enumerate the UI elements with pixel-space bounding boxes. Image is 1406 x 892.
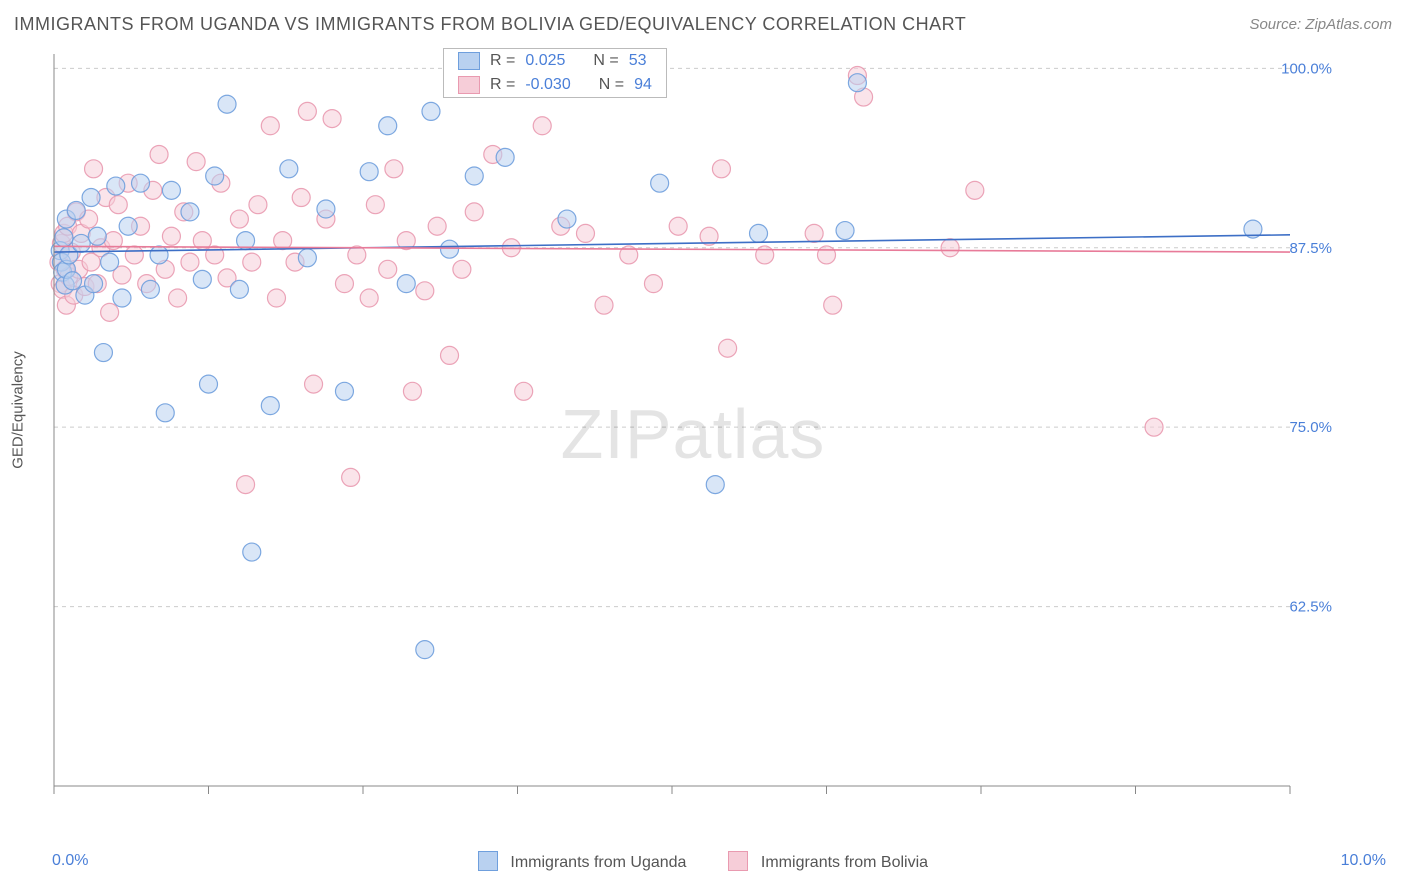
legend-row-uganda: R = 0.025 N = 53 [444, 49, 666, 73]
bottom-legend-item-uganda: Immigrants from Uganda [478, 851, 687, 872]
bottom-legend-item-bolivia: Immigrants from Bolivia [728, 851, 928, 872]
legend-n-label: N = [593, 52, 618, 70]
legend-swatch-uganda [458, 52, 480, 70]
legend-row-bolivia: R = -0.030 N = 94 [444, 73, 666, 97]
svg-text:62.5%: 62.5% [1289, 599, 1332, 616]
svg-text:87.5%: 87.5% [1289, 240, 1332, 257]
correlation-legend-box: R = 0.025 N = 53 R = -0.030 N = 94 [443, 48, 667, 98]
header: IMMIGRANTS FROM UGANDA VS IMMIGRANTS FRO… [14, 14, 1392, 35]
bottom-legend-label-uganda: Immigrants from Uganda [510, 854, 686, 871]
bottom-legend-label-bolivia: Immigrants from Bolivia [761, 854, 928, 871]
y-axis-title: GED/Equivalency [10, 351, 27, 469]
legend-r-bolivia: -0.030 [525, 76, 570, 94]
legend-r-label: R = [490, 76, 515, 94]
legend-r-label: R = [490, 52, 515, 70]
legend-n-uganda: 53 [629, 52, 647, 70]
bottom-legend: Immigrants from Uganda Immigrants from B… [0, 851, 1406, 872]
legend-n-label: N = [599, 76, 624, 94]
legend-swatch-bolivia [458, 76, 480, 94]
legend-swatch-uganda-icon [478, 851, 498, 871]
legend-n-bolivia: 94 [634, 76, 652, 94]
legend-swatch-bolivia-icon [728, 851, 748, 871]
svg-text:100.0%: 100.0% [1281, 60, 1332, 77]
scatter-chart-svg: ZIPatlas 62.5% 75.0% 87.5% 100.0% [48, 48, 1338, 806]
chart-title: IMMIGRANTS FROM UGANDA VS IMMIGRANTS FRO… [14, 14, 966, 35]
svg-text:75.0%: 75.0% [1289, 419, 1332, 436]
chart-source: Source: ZipAtlas.com [1249, 16, 1392, 33]
legend-r-uganda: 0.025 [525, 52, 565, 70]
plot-area: ZIPatlas 62.5% 75.0% 87.5% 100.0% R = 0.025… [48, 48, 1338, 806]
watermark: ZIPatlas [561, 395, 826, 473]
